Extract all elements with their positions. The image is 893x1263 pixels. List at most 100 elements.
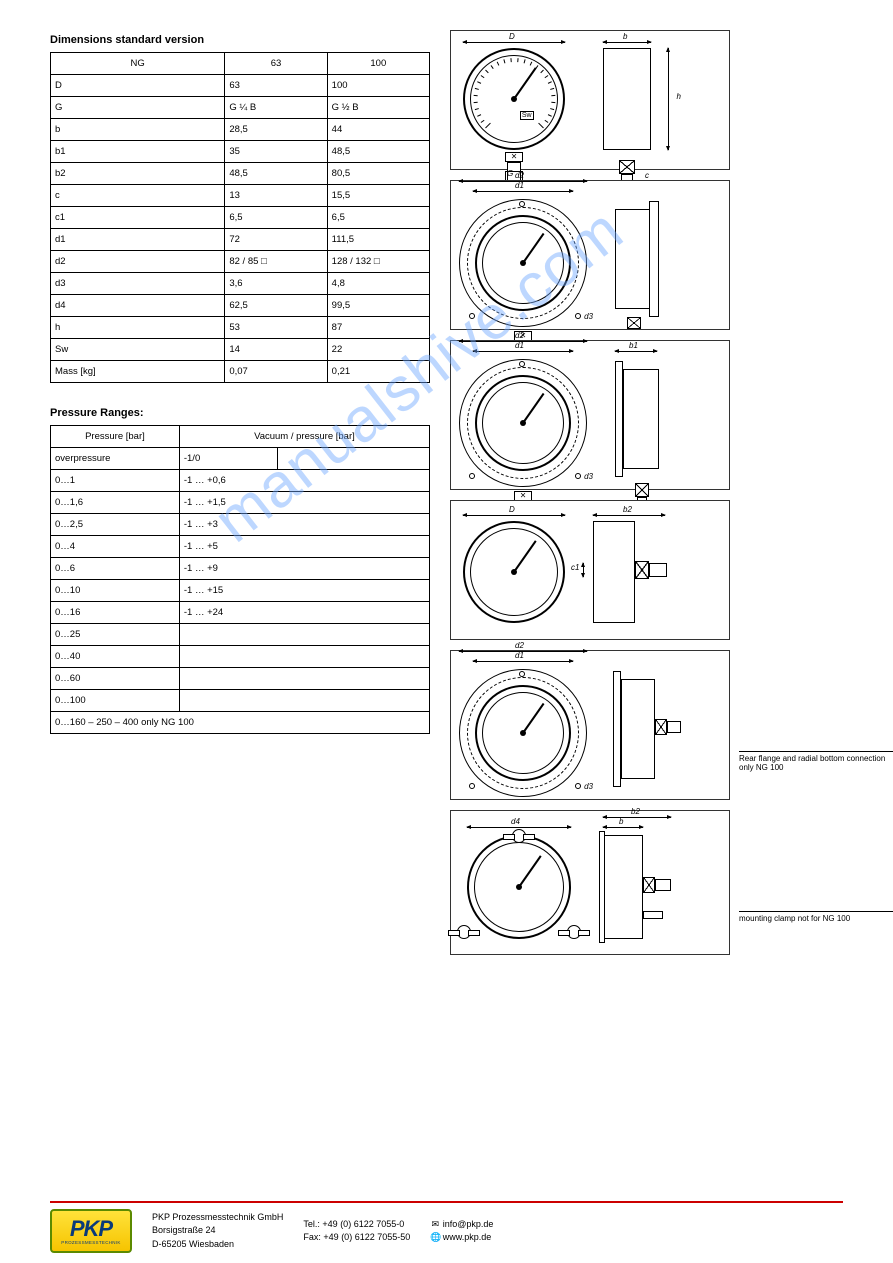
cell <box>179 624 429 646</box>
diagram-front-flange: d2 d1 d3 <box>450 180 730 330</box>
cell: 0…100 <box>51 690 180 712</box>
dim-label: c1 <box>571 563 579 572</box>
cell: Mass [kg] <box>51 361 225 383</box>
cell: 53 <box>225 317 327 339</box>
globe-icon: 🌐 <box>430 1231 440 1245</box>
dim-label: d1 <box>515 341 524 350</box>
cell: 48,5 <box>225 163 327 185</box>
address-line: D-65205 Wiesbaden <box>152 1238 283 1252</box>
cell: 0…160 – 250 – 400 only NG 100 <box>51 712 430 734</box>
dim-label: D <box>509 32 515 41</box>
cell: 128 / 132 □ <box>327 251 429 273</box>
cell: 3,6 <box>225 273 327 295</box>
cell: h <box>51 317 225 339</box>
cell: 35 <box>225 141 327 163</box>
cell: 6,5 <box>327 207 429 229</box>
dim-label: d3 <box>584 472 593 481</box>
table-row: D63100 <box>51 75 430 97</box>
table-row: 0…1-1 … +0,6 <box>51 470 430 492</box>
cell: 0…2,5 <box>51 514 180 536</box>
table-row: d33,64,8 <box>51 273 430 295</box>
phone: +49 (0) 6122 7055-0 <box>322 1219 404 1229</box>
pkp-logo: PKP PROZESSMESSTECHNIK <box>50 1209 132 1253</box>
table-header: 100 <box>327 53 429 75</box>
dim-label: c <box>645 171 649 180</box>
table-row: b13548,5 <box>51 141 430 163</box>
cell: c <box>51 185 225 207</box>
caption-rear-flange: Rear flange and radial bottom connection… <box>739 751 893 772</box>
dim-label: d2 <box>515 171 524 180</box>
table-header: NG <box>51 53 225 75</box>
company-name: PKP Prozessmesstechnik GmbH <box>152 1211 283 1225</box>
table-row: 0…25 <box>51 624 430 646</box>
cell: 0,07 <box>225 361 327 383</box>
email: info@pkp.de <box>443 1219 494 1229</box>
dim-label: d2 <box>515 331 524 340</box>
dim-label: Sw <box>520 111 534 120</box>
table-row: d282 / 85 □128 / 132 □ <box>51 251 430 273</box>
dim-label: d1 <box>515 181 524 190</box>
cell: 0…1,6 <box>51 492 180 514</box>
cell: 13 <box>225 185 327 207</box>
diagram-rear-flange-back: d2 d1 d3 <box>450 650 730 800</box>
cell: 0…10 <box>51 580 180 602</box>
table-row: 0…160 – 250 – 400 only NG 100 <box>51 712 430 734</box>
right-column: D Sw G b <box>450 30 730 965</box>
cell: d2 <box>51 251 225 273</box>
cell: 62,5 <box>225 295 327 317</box>
dim-label: d3 <box>584 312 593 321</box>
fax-label: Fax: <box>303 1232 321 1242</box>
table-header: 63 <box>225 53 327 75</box>
content-row: Dimensions standard version NG 63 100 D6… <box>50 30 843 965</box>
cell: -1/0 <box>179 448 278 470</box>
table-row: GG ¼ BG ½ B <box>51 97 430 119</box>
table-row: 0…60 <box>51 668 430 690</box>
diagram-rear-flange-bottom: d2 d1 d3 <box>450 340 730 490</box>
diagram-mounting-clamp: d4 b2 b <box>450 810 730 955</box>
cell <box>278 448 430 470</box>
table-row: d172111,5 <box>51 229 430 251</box>
table-row: b28,544 <box>51 119 430 141</box>
table-header-row: Pressure [bar] Vacuum / pressure [bar] <box>51 426 430 448</box>
table-row: 0…4-1 … +5 <box>51 536 430 558</box>
cell: 48,5 <box>327 141 429 163</box>
cell: 0…60 <box>51 668 180 690</box>
table-header: Vacuum / pressure [bar] <box>179 426 429 448</box>
cell <box>179 690 429 712</box>
mail-icon: ✉ <box>430 1218 440 1232</box>
table-row: c1315,5 <box>51 185 430 207</box>
phone-label: Tel.: <box>303 1219 320 1229</box>
cell: b <box>51 119 225 141</box>
cell <box>179 646 429 668</box>
cell: 15,5 <box>327 185 429 207</box>
cell: overpressure <box>51 448 180 470</box>
dim-label: b1 <box>629 341 638 350</box>
cell: 111,5 <box>327 229 429 251</box>
table-row: 0…40 <box>51 646 430 668</box>
table-header: Pressure [bar] <box>51 426 180 448</box>
cell: d3 <box>51 273 225 295</box>
cell: D <box>51 75 225 97</box>
table-row: d462,599,5 <box>51 295 430 317</box>
dim-label: D <box>509 505 515 514</box>
cell: 72 <box>225 229 327 251</box>
cell <box>179 668 429 690</box>
cell: 99,5 <box>327 295 429 317</box>
dim-label: d3 <box>584 782 593 791</box>
table-row: 0…6-1 … +9 <box>51 558 430 580</box>
cell: 80,5 <box>327 163 429 185</box>
cell: 63 <box>225 75 327 97</box>
cell: -1 … +1,5 <box>179 492 429 514</box>
footer-rule <box>50 1201 843 1203</box>
cell: d1 <box>51 229 225 251</box>
logo-subtext: PROZESSMESSTECHNIK <box>61 1240 120 1245</box>
table-row: 0…2,5-1 … +3 <box>51 514 430 536</box>
cell: 0…40 <box>51 646 180 668</box>
cell: -1 … +9 <box>179 558 429 580</box>
dim-label: b2 <box>623 505 632 514</box>
table-row: Mass [kg]0,070,21 <box>51 361 430 383</box>
dim-label: d2 <box>515 641 524 650</box>
cell: 0…1 <box>51 470 180 492</box>
diagram-center-back: D b2 c1 <box>450 500 730 640</box>
cell: -1 … +0,6 <box>179 470 429 492</box>
